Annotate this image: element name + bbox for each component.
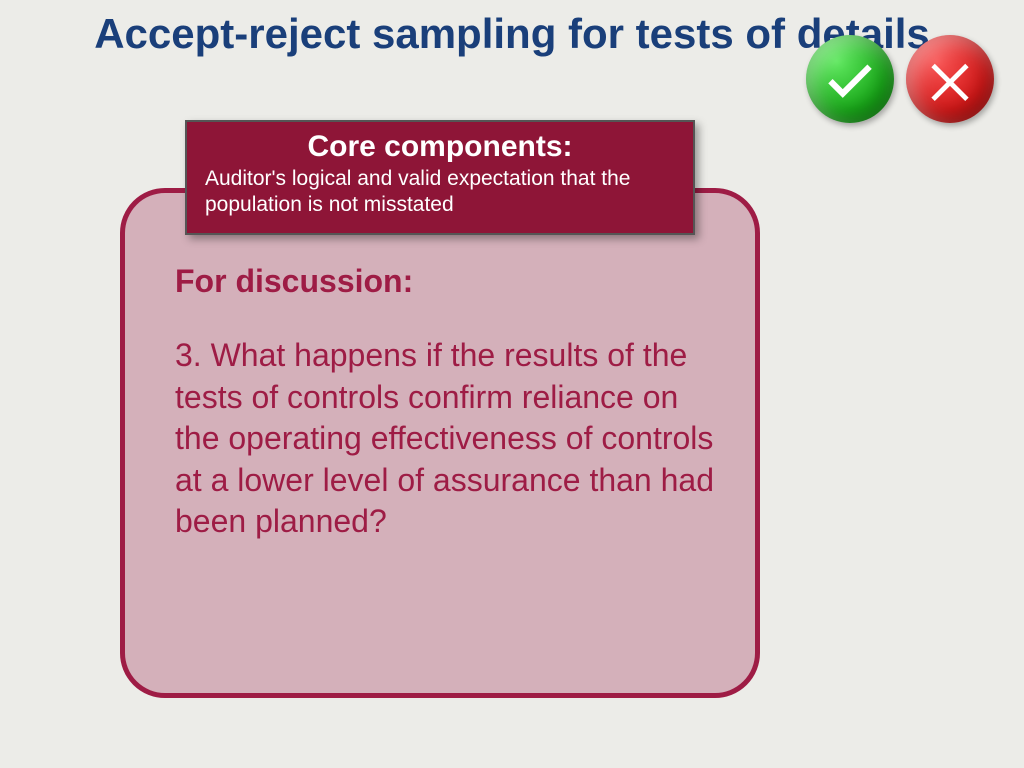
core-body: Auditor's logical and valid expectation …: [205, 166, 675, 219]
discussion-heading: For discussion:: [175, 263, 715, 300]
discussion-box: For discussion: 3. What happens if the r…: [120, 188, 760, 698]
discussion-body: 3. What happens if the results of the te…: [175, 335, 715, 543]
icon-group: [806, 35, 994, 123]
cross-icon: [906, 35, 994, 123]
check-icon: [806, 35, 894, 123]
core-components-box: Core components: Auditor's logical and v…: [185, 120, 695, 235]
core-title: Core components:: [205, 130, 675, 164]
